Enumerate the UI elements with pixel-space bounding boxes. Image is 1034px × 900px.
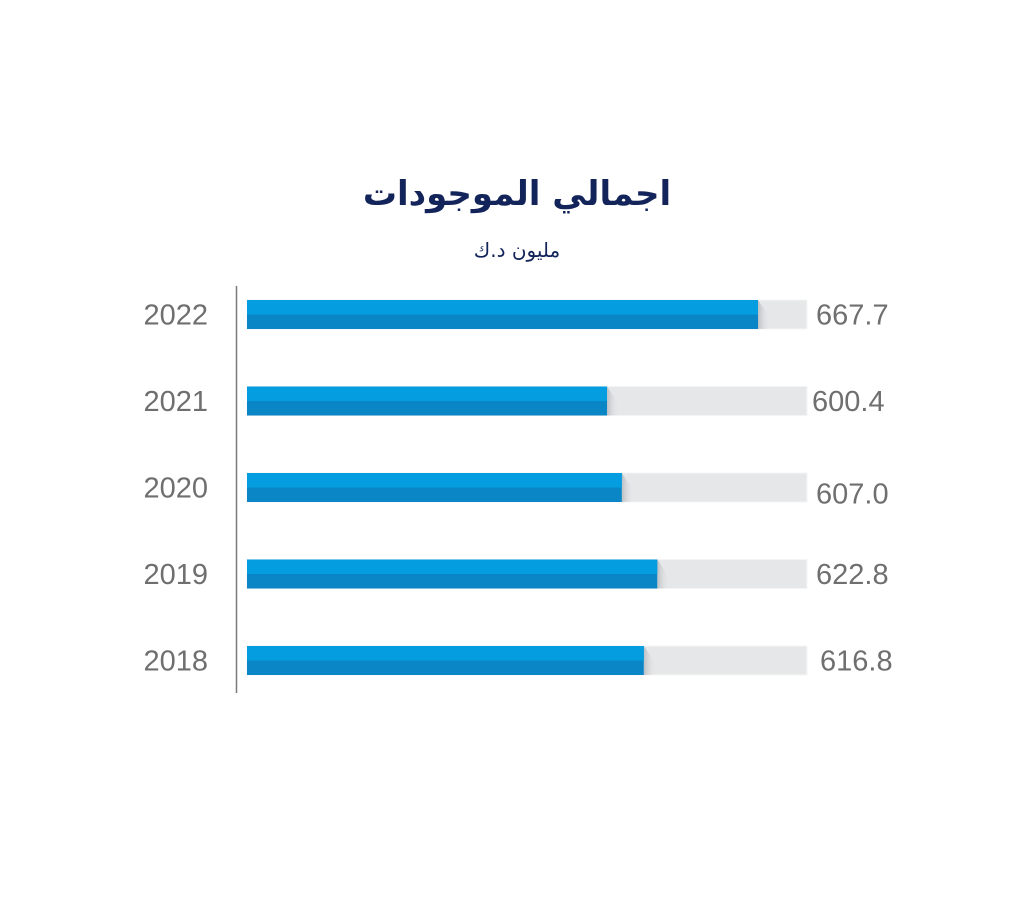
bar-highlight bbox=[247, 300, 758, 315]
bar-group-2021: 2021 600.4 bbox=[143, 386, 885, 418]
bar-group-2022: 2022 667.7 bbox=[143, 299, 889, 332]
y-tick-label: 2018 bbox=[143, 646, 208, 678]
value-label: 616.8 bbox=[820, 646, 893, 678]
bar-group-2019: 2019 622.8 bbox=[143, 559, 889, 591]
bar-tip-shadow bbox=[607, 386, 619, 416]
bar-tip-shadow bbox=[758, 300, 770, 329]
bar-tip-shadow bbox=[643, 646, 656, 675]
value-label: 600.4 bbox=[812, 386, 885, 418]
bar-group-2020: 2020 607.0 bbox=[143, 472, 889, 511]
bar-tip-shadow bbox=[621, 473, 634, 502]
bar-tip-shadow bbox=[657, 559, 670, 589]
chart-title: اجمالي الموجودات bbox=[362, 174, 672, 214]
value-label: 667.7 bbox=[816, 300, 889, 332]
chart-subtitle: مليون د.ك bbox=[473, 238, 561, 262]
bar-highlight bbox=[247, 646, 644, 661]
value-label: 607.0 bbox=[816, 479, 889, 511]
bar-highlight bbox=[247, 386, 607, 401]
bar-highlight bbox=[247, 473, 622, 488]
y-tick-label: 2021 bbox=[143, 386, 208, 418]
y-tick-label: 2020 bbox=[143, 473, 208, 505]
y-tick-label: 2019 bbox=[143, 559, 208, 591]
value-label: 622.8 bbox=[816, 559, 889, 591]
bar-group-2018: 2018 616.8 bbox=[143, 645, 893, 678]
bar-highlight bbox=[247, 559, 658, 574]
y-tick-label: 2022 bbox=[143, 300, 208, 332]
